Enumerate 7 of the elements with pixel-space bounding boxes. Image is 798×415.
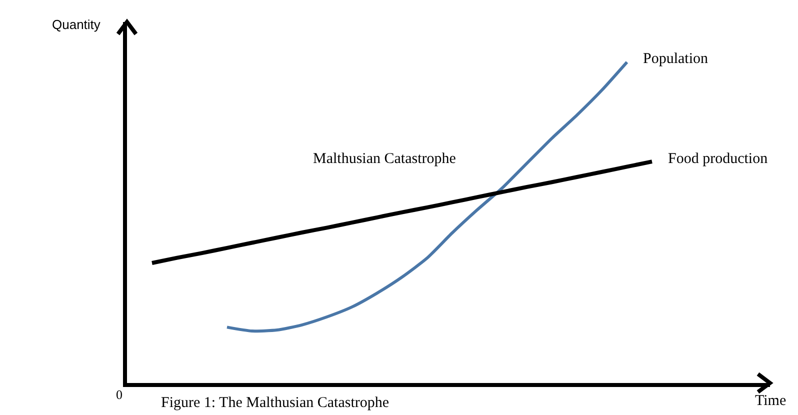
annotation: Malthusian Catastrophe <box>313 151 456 167</box>
series-label: Population <box>643 51 708 67</box>
text: 0 <box>116 387 122 402</box>
series-label: Food production <box>668 151 768 167</box>
caption: Figure 1: The Malthusian Catastrophe <box>161 395 390 411</box>
y-axis-title: Quantity <box>52 17 101 32</box>
x-axis-title: Time <box>755 393 786 409</box>
